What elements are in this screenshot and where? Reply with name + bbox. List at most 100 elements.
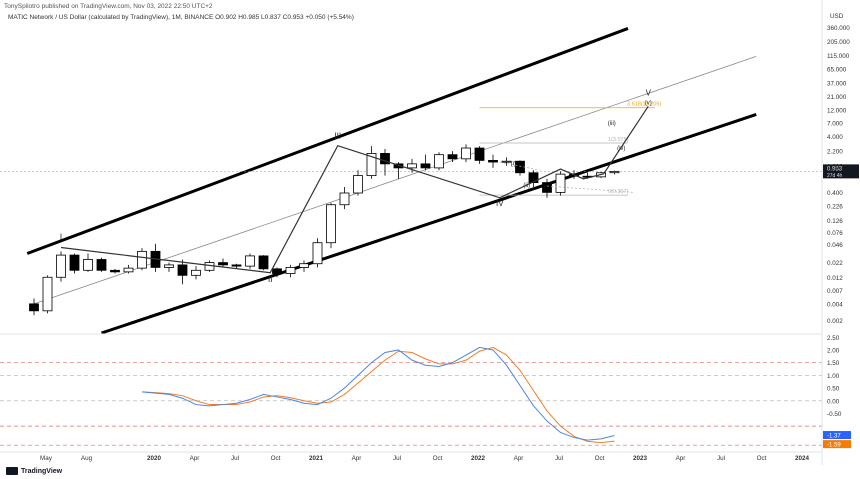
- time-tick-label: Jul: [393, 455, 401, 462]
- price-pane[interactable]: 1(3.075)0(0.357)3.618(13.205)IIIIIIIVV(v…: [0, 27, 859, 335]
- tradingview-logo[interactable]: TradingView: [6, 467, 62, 475]
- price-tick-label: 4.000: [827, 134, 843, 141]
- candle-body: [218, 262, 228, 266]
- candle-body: [258, 255, 269, 270]
- macd-value-label: -1.37: [827, 434, 841, 440]
- channel-lower-line: [101, 113, 757, 335]
- price-tick-label: 0.046: [827, 242, 843, 249]
- macd-tick-label: 0.50: [827, 386, 840, 393]
- candle-body: [420, 163, 431, 169]
- candle-body: [326, 204, 336, 244]
- macd-tick-label: 1.00: [827, 373, 840, 380]
- wave-label: (iii): [608, 121, 616, 127]
- macd-signal-line: [141, 346, 615, 444]
- candle-body: [434, 154, 444, 169]
- macd-pane[interactable]: 2.50 2.00 1.50 1.00 0.50 0.00 -0.50 -1.37 -1.59: [0, 335, 851, 449]
- price-tick-label: 0.012: [827, 275, 843, 282]
- macd-tick-label: 1.50: [827, 360, 840, 367]
- candle-body: [29, 303, 39, 312]
- candle-body: [191, 269, 201, 276]
- macd-value-tag: [823, 431, 851, 440]
- time-tick-label: Aug: [81, 455, 93, 462]
- candle-body: [447, 154, 458, 160]
- price-tick-label: 65.000: [827, 67, 847, 74]
- channel-upper-line: [26, 27, 629, 255]
- price-axis-unit: USD: [830, 13, 844, 20]
- time-tick-label: Oct: [595, 455, 605, 462]
- fib-level-label: 1(3.075): [608, 137, 629, 143]
- candle-body: [339, 192, 350, 206]
- candle-body: [366, 153, 377, 177]
- candle-body: [69, 254, 80, 271]
- price-tick-label: 0.022: [827, 260, 843, 267]
- candle-body: [515, 160, 525, 174]
- wave-label: I: [60, 233, 62, 242]
- macd-line: [141, 346, 615, 441]
- candle-body: [42, 276, 53, 312]
- signal-value-label: -1.59: [827, 443, 841, 449]
- macd-tick-label: -0.50: [827, 411, 842, 418]
- price-tag: [823, 164, 859, 179]
- wave-label: III: [334, 132, 341, 141]
- time-tick-label: Apr: [352, 455, 362, 462]
- fib-level-label: 0(0.357): [608, 189, 629, 195]
- candle-body: [474, 147, 485, 161]
- price-tick-label: 0.400: [827, 190, 843, 197]
- candle-body: [488, 159, 498, 163]
- candle-body: [110, 269, 120, 273]
- time-tick-label: 2021: [309, 455, 324, 462]
- price-tick-label: 0.002: [827, 318, 843, 325]
- price-tick-label: 7.000: [827, 121, 843, 128]
- projection-dashed-line: [499, 161, 541, 171]
- candle-body: [501, 160, 512, 163]
- time-tick-label: 2024: [795, 455, 810, 462]
- candle-body: [555, 173, 566, 193]
- price-tick-label: 360.000: [827, 25, 850, 32]
- macd-tick-label: 2.50: [827, 335, 840, 342]
- price-tick-label: 21.000: [827, 94, 847, 101]
- candle-body: [83, 259, 93, 271]
- projection-dashed-line: [546, 185, 635, 193]
- candle-body: [542, 182, 552, 193]
- time-tick-label: Jul: [555, 455, 563, 462]
- price-tick-label: 205.000: [827, 39, 850, 46]
- candle-body: [56, 254, 66, 278]
- price-tick-label: 37.000: [827, 80, 847, 87]
- axes: 360.000 205.000 115.000 65.000 37.000 21.000 1…: [0, 0, 850, 465]
- price-tick-label: 0.076: [827, 230, 843, 237]
- price-tick-label: 12.000: [827, 108, 847, 115]
- time-tick-label: Jul: [717, 455, 725, 462]
- wave-label: (i): [511, 161, 516, 167]
- candle-body: [461, 147, 471, 160]
- candle-body: [164, 264, 174, 268]
- time-tick-label: Oct: [757, 455, 767, 462]
- price-tick-label: 0.226: [827, 204, 843, 211]
- price-tag-countdown: 27d 4h: [827, 173, 843, 179]
- signal-value-tag: [823, 440, 851, 449]
- candle-body: [299, 263, 309, 268]
- candle-body: [353, 175, 363, 194]
- wave-label: (ii): [523, 183, 530, 189]
- time-tick-label: Apr: [190, 455, 200, 462]
- candle-body: [204, 262, 215, 271]
- time-tick-label: 2022: [471, 455, 486, 462]
- wave-label: IV: [496, 199, 504, 208]
- candle-body: [123, 267, 134, 273]
- candle-body: [272, 268, 282, 274]
- price-tag-label: 0.953: [827, 166, 843, 172]
- candle-body: [245, 255, 255, 267]
- price-tick-label: 0.007: [827, 288, 843, 295]
- wave-label: II: [268, 275, 272, 284]
- price-tick-label: 2.200: [827, 149, 843, 156]
- elliott-wave-path: [60, 105, 649, 274]
- time-tick-label: Jul: [231, 455, 239, 462]
- tradingview-icon: [6, 467, 18, 475]
- fib-level-label: 3.618(13.205): [627, 102, 661, 108]
- time-tick-label: Oct: [433, 455, 443, 462]
- candle-body: [231, 264, 242, 267]
- candle-body: [312, 242, 323, 265]
- macd-tick-label: 2.00: [827, 347, 840, 354]
- time-tick-label: 2023: [633, 455, 648, 462]
- candle-body: [137, 250, 147, 269]
